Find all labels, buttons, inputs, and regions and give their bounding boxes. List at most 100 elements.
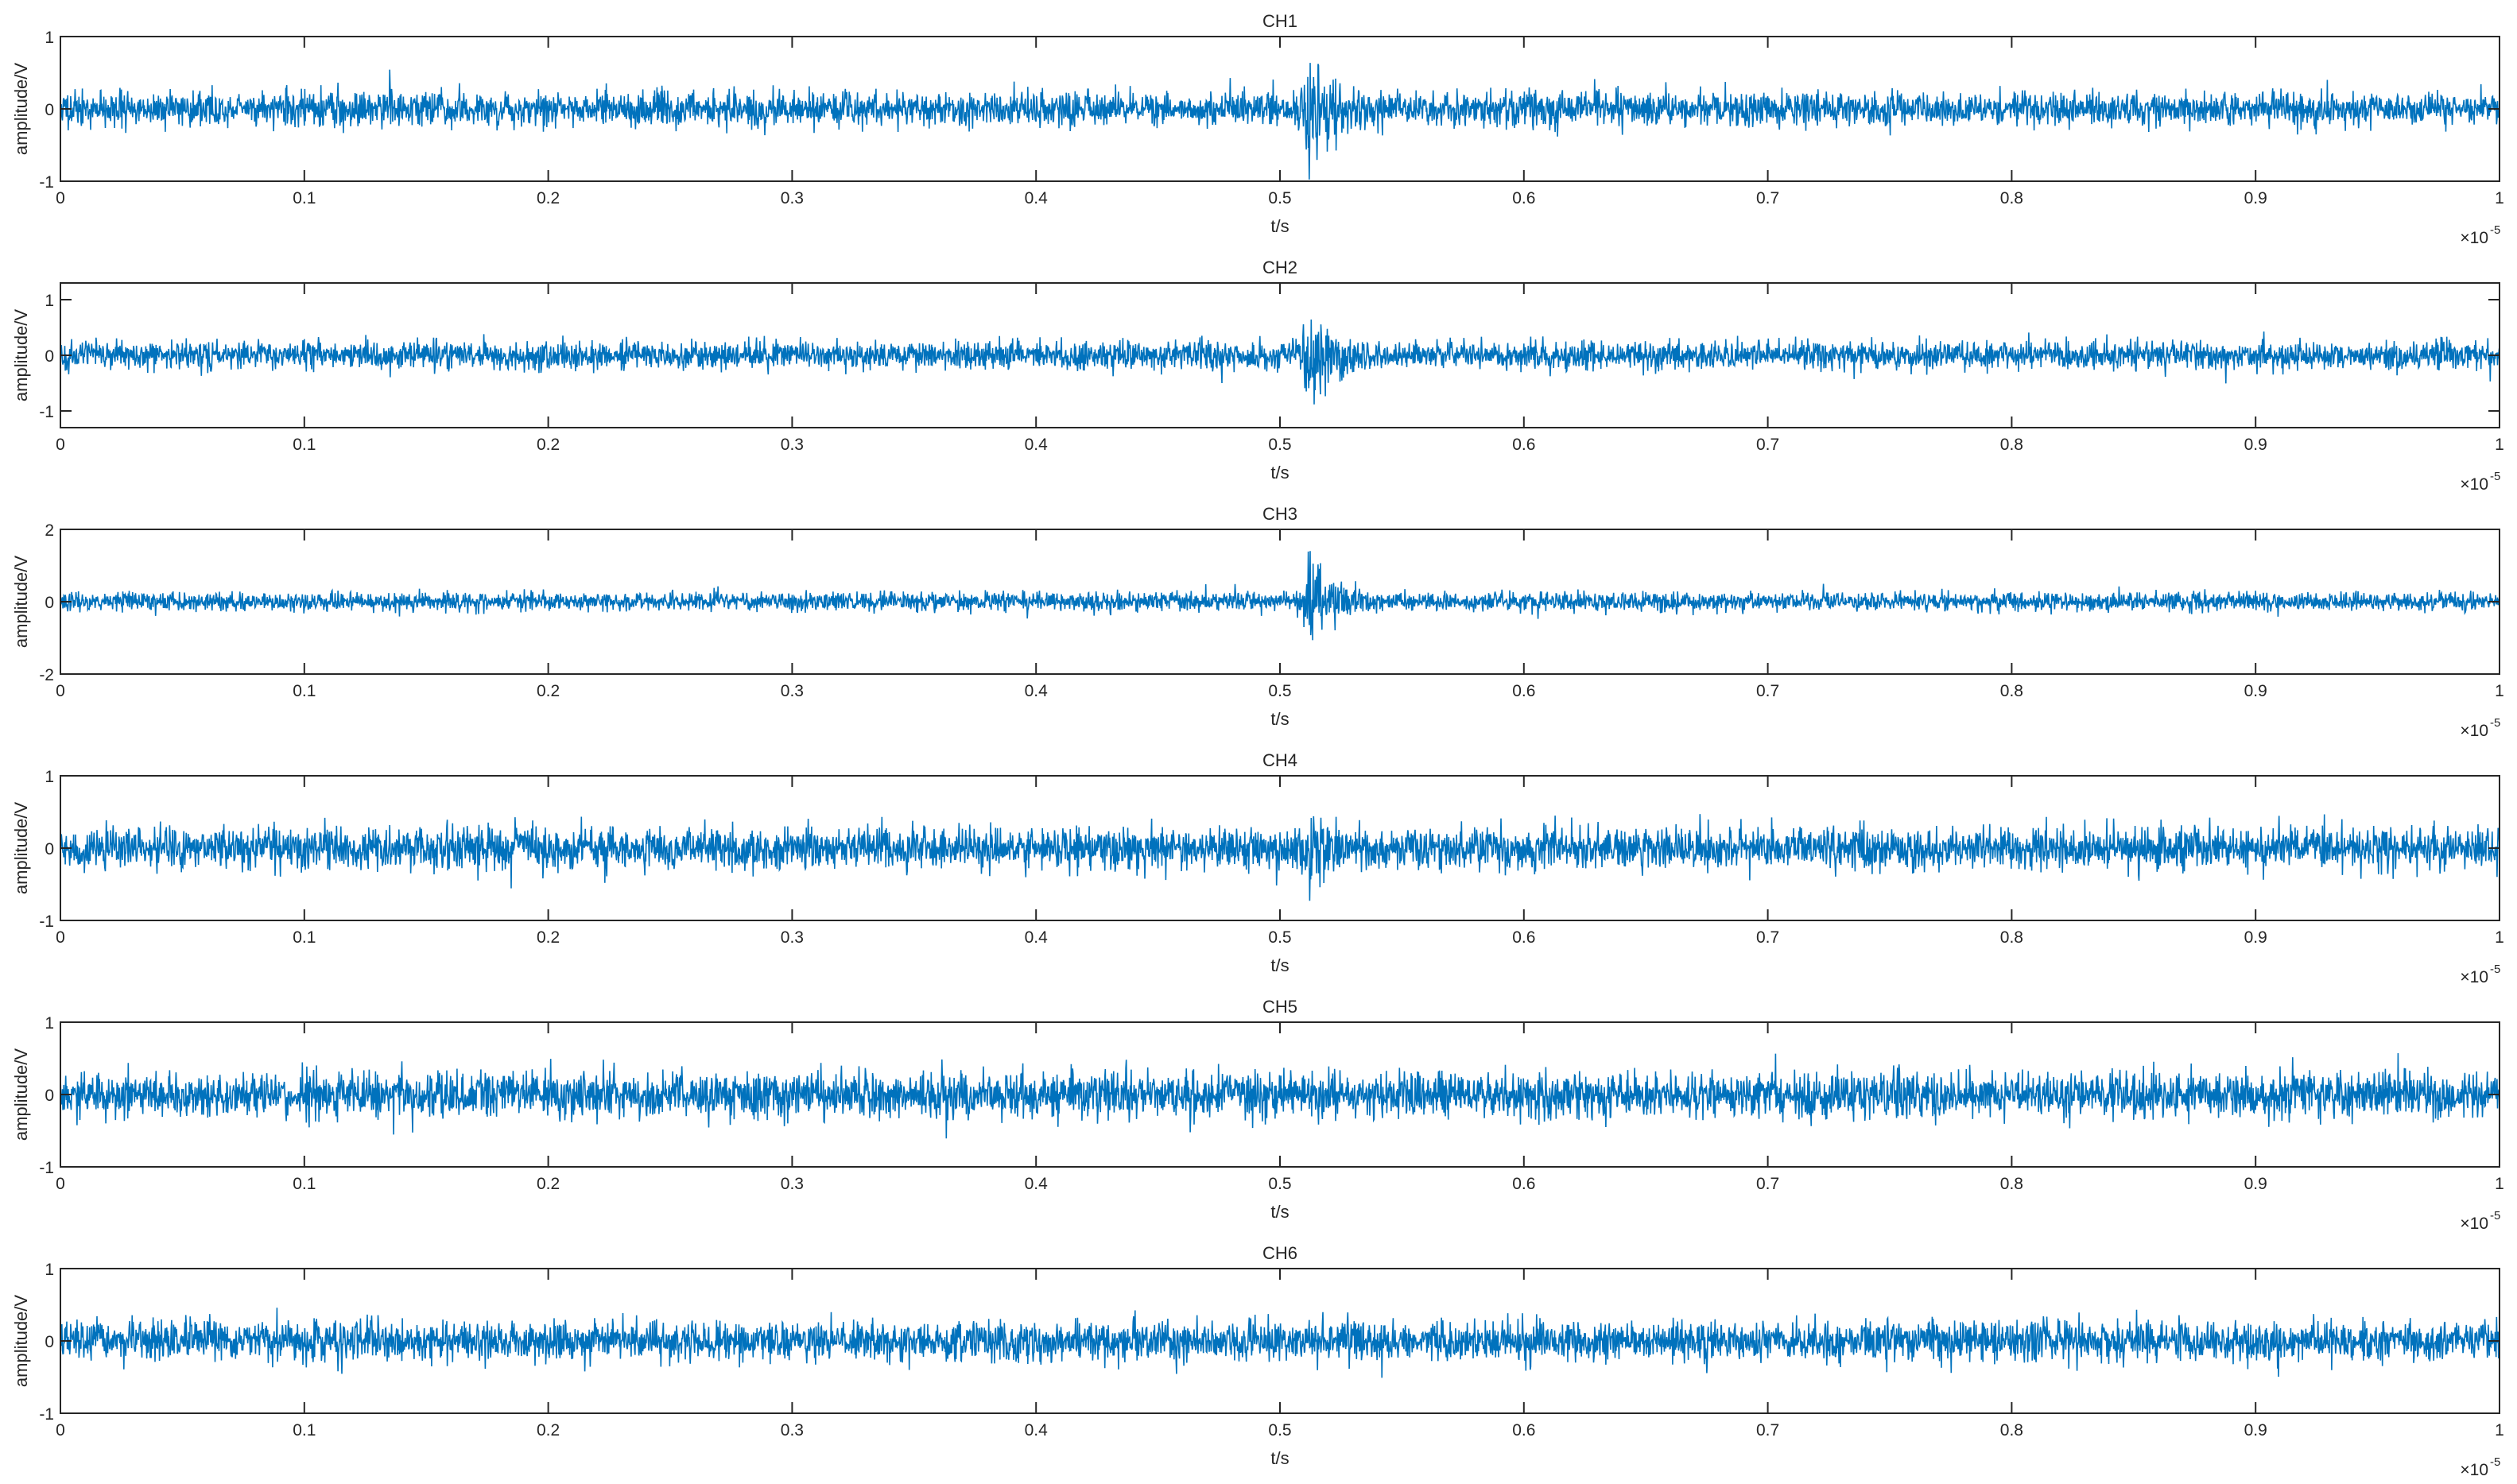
- x-axis-label: t/s: [1270, 1202, 1289, 1222]
- x-tick-label: 0.1: [293, 189, 316, 207]
- subplot-1: 0 0.1 0.2 0.3 0.4 0.5 0.6 0.7 0.8 0.9 1-101CH1t/s×…: [11, 11, 2504, 247]
- x-tick-label: 0.5: [1268, 436, 1291, 454]
- subplot-2: 0 0.1 0.2 0.3 0.4 0.5 0.6 0.7 0.8 0.9 1-101CH2t/s×…: [11, 258, 2504, 494]
- x-tick-label: 0.6: [1512, 436, 1535, 454]
- x-tick-label: 0.2: [537, 682, 560, 700]
- y-tick-label: -1: [39, 403, 54, 421]
- subplot-title: CH6: [1262, 1243, 1297, 1263]
- y-axis-label: amplitude/V: [11, 556, 31, 649]
- y-tick-label: -1: [39, 1405, 54, 1424]
- y-tick-label: 1: [45, 29, 54, 47]
- y-tick-label: 0: [45, 1087, 54, 1105]
- x-tick-label: 0.1: [293, 1175, 316, 1193]
- y-tick-label: 0: [45, 101, 54, 119]
- x-tick-label: 0.6: [1512, 682, 1535, 700]
- y-tick-label: 1: [45, 1014, 54, 1033]
- x-axis-label: t/s: [1270, 955, 1289, 975]
- x-tick-label: 1: [2495, 1421, 2504, 1439]
- x-tick-label: 0: [56, 682, 65, 700]
- y-tick-label: -1: [39, 1159, 54, 1177]
- x-tick-label: 0.8: [2000, 436, 2023, 454]
- y-axis-label: amplitude/V: [11, 1048, 31, 1141]
- x-exponent-power: -5: [2490, 223, 2500, 237]
- subplot-title: CH4: [1262, 750, 1297, 770]
- x-axis-label: t/s: [1270, 1448, 1289, 1468]
- x-tick-label: 1: [2495, 682, 2504, 700]
- x-tick-label: 0.9: [2244, 189, 2267, 207]
- series-line-ch4: [60, 814, 2500, 901]
- x-exponent: ×10 -5: [2460, 716, 2500, 740]
- x-tick-label: 0.4: [1025, 928, 1049, 947]
- x-exponent-power: -5: [2490, 716, 2500, 730]
- y-tick-label: 2: [45, 521, 54, 540]
- x-tick-label: 0.7: [1756, 682, 1779, 700]
- x-tick-label: 1: [2495, 189, 2504, 207]
- x-tick-label: 0.6: [1512, 928, 1535, 947]
- subplot-title: CH1: [1262, 11, 1297, 31]
- x-tick-label: 0.2: [537, 1421, 560, 1439]
- x-exponent: ×10 -5: [2460, 223, 2500, 247]
- x-exponent-base: ×10: [2460, 1215, 2488, 1233]
- x-tick-label: 0.7: [1756, 928, 1779, 947]
- x-tick-label: 0.2: [537, 189, 560, 207]
- y-tick-label: 1: [45, 1261, 54, 1279]
- x-tick-label: 0.9: [2244, 682, 2267, 700]
- y-tick-label: 0: [45, 1333, 54, 1351]
- x-tick-label: 0.2: [537, 928, 560, 947]
- x-tick-label: 0.4: [1025, 189, 1049, 207]
- x-tick-label: 0.1: [293, 436, 316, 454]
- y-tick-label: 0: [45, 594, 54, 612]
- series-line-ch5: [60, 1052, 2500, 1139]
- x-tick-label: 1: [2495, 928, 2504, 947]
- x-tick-label: 0.3: [781, 189, 804, 207]
- x-tick-label: 0.3: [781, 436, 804, 454]
- x-axis-label: t/s: [1270, 709, 1289, 729]
- y-axis-label: amplitude/V: [11, 63, 31, 156]
- subplot-title: CH5: [1262, 997, 1297, 1017]
- y-axis-label: amplitude/V: [11, 309, 31, 402]
- x-tick-label: 0.1: [293, 682, 316, 700]
- y-tick-label: 0: [45, 347, 54, 366]
- x-tick-label: 0.3: [781, 1421, 804, 1439]
- x-tick-label: 0.8: [2000, 682, 2023, 700]
- x-tick-label: 0.5: [1268, 189, 1291, 207]
- x-tick-label: 0.4: [1025, 682, 1049, 700]
- x-tick-label: 0.5: [1268, 682, 1291, 700]
- x-exponent-power: -5: [2490, 1209, 2500, 1222]
- x-exponent: ×10 -5: [2460, 1209, 2500, 1233]
- x-exponent-power: -5: [2490, 963, 2500, 976]
- y-tick-label: 1: [45, 768, 54, 786]
- subplot-4: 0 0.1 0.2 0.3 0.4 0.5 0.6 0.7 0.8 0.9 1-101CH4t/s×…: [11, 750, 2504, 986]
- x-tick-label: 0.9: [2244, 1421, 2267, 1439]
- x-tick-label: 0.2: [537, 1175, 560, 1193]
- x-tick-label: 0.1: [293, 928, 316, 947]
- x-tick-label: 0: [56, 1421, 65, 1439]
- x-exponent-power: -5: [2490, 470, 2500, 483]
- x-tick-label: 0.7: [1756, 436, 1779, 454]
- x-tick-label: 0.6: [1512, 1421, 1535, 1439]
- x-tick-label: 0.8: [2000, 189, 2023, 207]
- x-tick-label: 0: [56, 928, 65, 947]
- x-tick-label: 0.6: [1512, 189, 1535, 207]
- x-tick-label: 0.9: [2244, 928, 2267, 947]
- x-tick-label: 1: [2495, 1175, 2504, 1193]
- x-axis-label: t/s: [1270, 463, 1289, 482]
- x-tick-label: 0.5: [1268, 1421, 1291, 1439]
- x-tick-label: 0.4: [1025, 1421, 1049, 1439]
- x-tick-label: 0.5: [1268, 1175, 1291, 1193]
- subplot-6: 0 0.1 0.2 0.3 0.4 0.5 0.6 0.7 0.8 0.9 1-101CH6t/s×…: [11, 1243, 2504, 1479]
- x-exponent-base: ×10: [2460, 968, 2488, 986]
- x-tick-label: 0.4: [1025, 436, 1049, 454]
- x-exponent: ×10 -5: [2460, 1455, 2500, 1479]
- x-tick-label: 0.7: [1756, 189, 1779, 207]
- series-line-ch2: [60, 319, 2500, 405]
- x-tick-label: 1: [2495, 436, 2504, 454]
- x-axis-label: t/s: [1270, 216, 1289, 236]
- x-tick-label: 0: [56, 189, 65, 207]
- x-tick-label: 0.4: [1025, 1175, 1049, 1193]
- x-tick-label: 0.5: [1268, 928, 1291, 947]
- x-tick-label: 0.8: [2000, 1175, 2023, 1193]
- x-tick-label: 0.3: [781, 682, 804, 700]
- y-axis-label: amplitude/V: [11, 802, 31, 895]
